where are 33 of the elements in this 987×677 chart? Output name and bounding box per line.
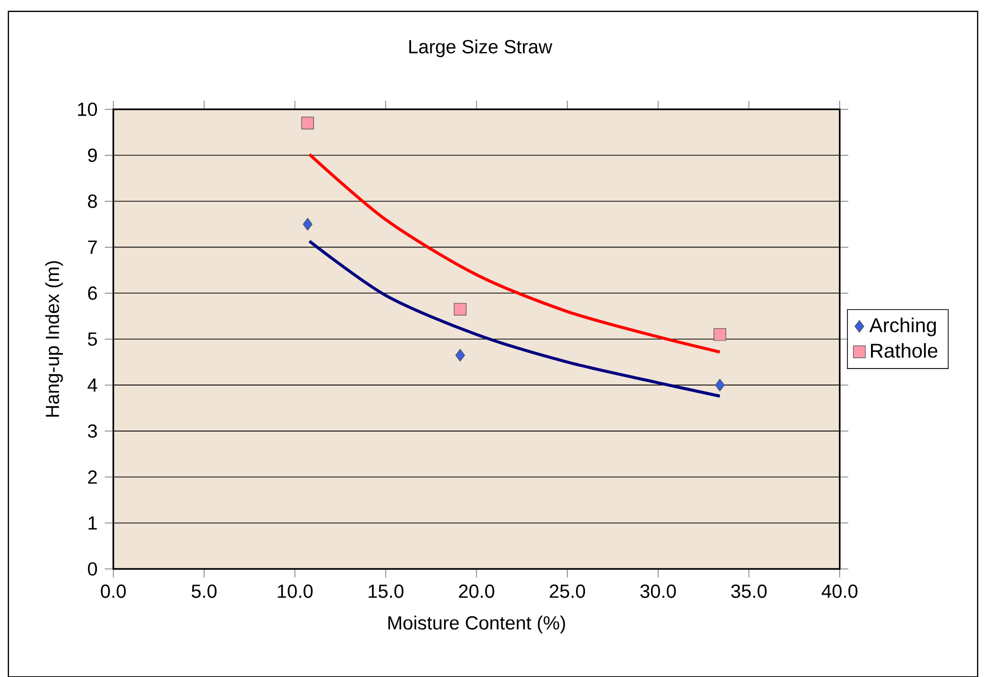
x-tick-label: 15.0 xyxy=(368,584,404,598)
point xyxy=(714,328,726,341)
y-tick-label: 10 xyxy=(78,102,97,116)
y-tick-label: 2 xyxy=(88,470,97,484)
y-tick-label: 5 xyxy=(88,332,97,346)
x-tick-label: 35.0 xyxy=(731,584,767,598)
y-axis-title: Hang-up Index (m) xyxy=(45,260,63,416)
x-tick-label: 40.0 xyxy=(822,584,858,598)
chart-title: Large Size Straw xyxy=(409,39,552,57)
y-tick-label: 7 xyxy=(88,240,97,254)
x-tick-label: 5.0 xyxy=(192,584,217,598)
point xyxy=(301,116,314,130)
point xyxy=(454,302,466,316)
x-tick-label: 0.0 xyxy=(100,584,126,598)
y-tick-label: 1 xyxy=(88,516,97,530)
x-tick-label: 20.0 xyxy=(458,584,494,598)
x-axis-title: Moisture Content (%) xyxy=(388,615,565,634)
y-tick-label: 0 xyxy=(88,562,97,576)
y-tick-label: 8 xyxy=(88,194,97,208)
point xyxy=(715,378,725,392)
line-series xyxy=(308,152,722,354)
point xyxy=(455,348,465,362)
x-tick-label: 30.0 xyxy=(640,584,676,598)
y-tick-label: 6 xyxy=(88,286,97,300)
y-tick-label: 9 xyxy=(88,148,97,162)
legend-label: Rathole xyxy=(870,342,938,358)
point xyxy=(302,218,312,230)
x-tick-label: 10.0 xyxy=(278,584,313,598)
line-series xyxy=(308,239,722,398)
y-tick-label: 3 xyxy=(88,424,97,438)
x-tick-label: 25.0 xyxy=(550,584,586,598)
legend-label: Arching xyxy=(869,317,936,336)
y-tick-label: 4 xyxy=(88,378,98,392)
